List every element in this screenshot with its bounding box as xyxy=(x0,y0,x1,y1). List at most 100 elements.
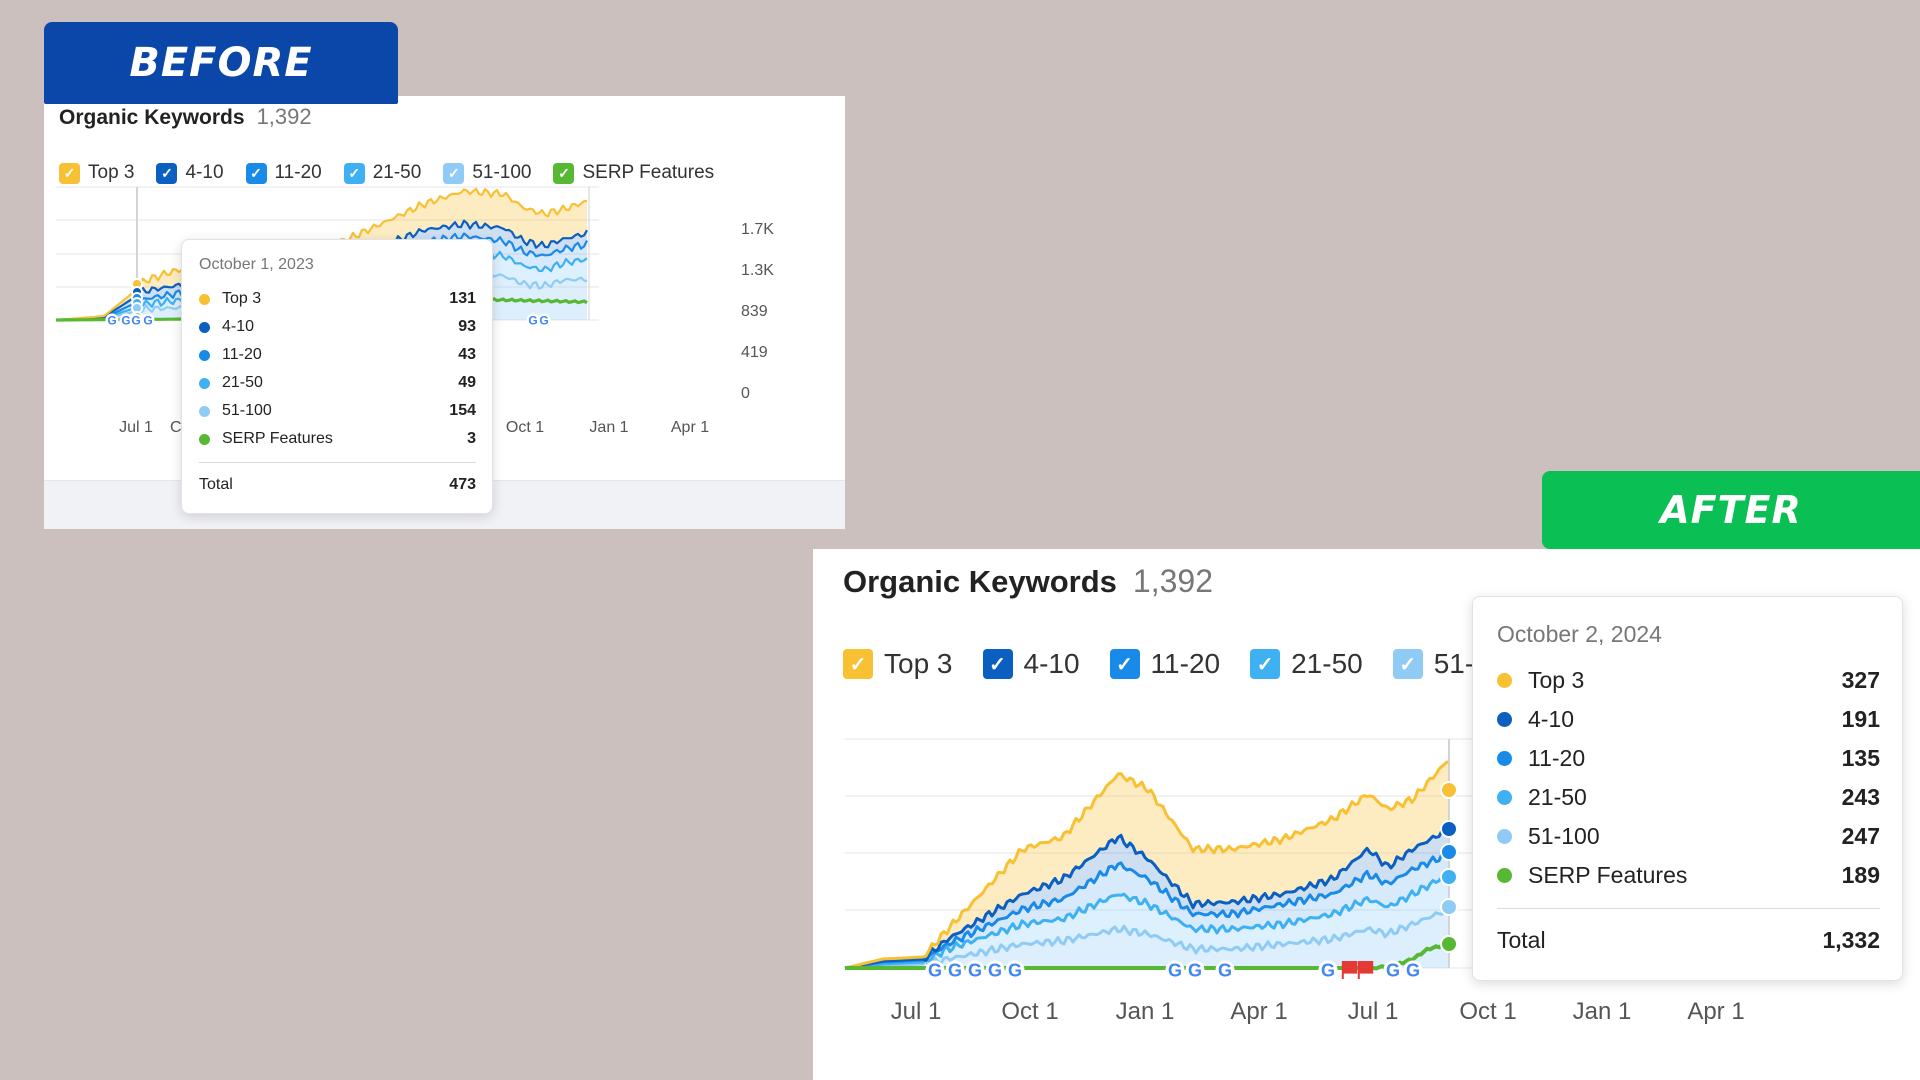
pos-11-20-line xyxy=(844,852,1450,970)
panel-title: Organic Keywords 1,392 xyxy=(59,104,312,130)
google-g-icon[interactable]: G xyxy=(925,960,945,980)
top3-area xyxy=(845,761,1448,968)
tooltip-label: 4-10 xyxy=(1528,706,1575,732)
legend-top3[interactable]: ✓ Top 3 xyxy=(843,648,953,680)
x-tick: Jul 1 xyxy=(1348,998,1399,1025)
red-flag-icon[interactable] xyxy=(1341,961,1358,979)
svg-text:G: G xyxy=(928,960,942,980)
dot-icon xyxy=(199,405,210,417)
x-tick: Oct 1 xyxy=(1459,998,1516,1025)
tooltip-label: SERP Features xyxy=(222,430,333,447)
legend-4-10[interactable]: ✓ 4-10 xyxy=(156,162,224,184)
tooltip-total-label: Total xyxy=(1497,927,1546,953)
svg-text:G: G xyxy=(968,960,982,980)
dot-icon xyxy=(1497,790,1512,805)
tooltip-value: 3 xyxy=(467,430,476,447)
legend: ✓ Top 3 ✓ 4-10 ✓ 11-20 ✓ 21-50 ✓ 51- xyxy=(843,648,1474,680)
tooltip-label: 51-100 xyxy=(1528,823,1600,849)
tooltip-divider xyxy=(199,462,476,463)
tooltip-total-label: Total xyxy=(199,476,233,493)
dot-icon xyxy=(1497,712,1512,727)
tooltip-date: October 2, 2024 xyxy=(1497,621,1662,647)
before-badge: BEFORE xyxy=(44,22,398,104)
tooltip-row-51-100: 51-100 xyxy=(199,402,272,420)
legend-21-50[interactable]: ✓ 21-50 xyxy=(1250,648,1363,680)
check-icon: ✓ xyxy=(443,162,465,184)
google-g-icon[interactable]: G xyxy=(526,313,540,327)
legend-label: Top 3 xyxy=(884,648,953,679)
dot-icon xyxy=(199,349,210,361)
tooltip-value: 191 xyxy=(1841,706,1880,732)
top3-line xyxy=(844,760,1450,970)
x-tick: Jul 1 xyxy=(119,419,153,436)
x-tick: Jan 1 xyxy=(1116,998,1175,1025)
google-g-icon[interactable]: G xyxy=(1383,960,1403,980)
dot-icon xyxy=(1497,829,1512,844)
google-g-icon[interactable]: G xyxy=(1215,960,1235,980)
legend-label: 51-100 xyxy=(472,162,532,183)
google-g-icon[interactable]: G xyxy=(965,960,985,980)
legend-label: 21-50 xyxy=(372,162,422,183)
svg-text:G: G xyxy=(1386,960,1400,980)
legend-label: Top 3 xyxy=(88,162,135,183)
legend-label: 4-10 xyxy=(1023,648,1080,679)
google-g-icon[interactable]: G xyxy=(141,313,155,327)
y-tick: 0 xyxy=(741,385,750,402)
hover-marker xyxy=(1440,935,1458,953)
legend-label: 21-50 xyxy=(1291,648,1363,679)
legend-11-20[interactable]: ✓ 11-20 xyxy=(245,162,322,184)
y-tick: 419 xyxy=(741,344,768,361)
before-keywords-panel: Organic Keywords 1,392 ✓ Top 3 ✓ 4-10 ✓ … xyxy=(44,96,845,529)
svg-text:G: G xyxy=(988,960,1002,980)
google-g-icon[interactable]: G xyxy=(105,313,119,327)
check-icon: ✓ xyxy=(59,162,80,184)
google-g-icon[interactable]: G xyxy=(1165,960,1185,980)
hover-marker xyxy=(1440,868,1458,886)
legend-11-20[interactable]: ✓ 11-20 xyxy=(1109,648,1221,680)
legend-51-100[interactable]: ✓ 51-100 xyxy=(443,162,531,184)
x-tick: Jan 1 xyxy=(589,419,628,436)
svg-text:G: G xyxy=(528,313,537,327)
legend-51-100[interactable]: ✓ 51- xyxy=(1392,648,1474,680)
google-g-icon[interactable]: G xyxy=(1318,960,1338,980)
pos-21-50-area xyxy=(845,874,1448,968)
svg-text:G: G xyxy=(1008,960,1022,980)
legend-top3[interactable]: ✓ Top 3 xyxy=(59,162,134,184)
google-g-icon[interactable]: G xyxy=(537,313,551,327)
tooltip-label: 4-10 xyxy=(222,318,255,335)
tooltip-label: SERP Features xyxy=(1528,862,1688,888)
check-icon: ✓ xyxy=(156,162,178,184)
tooltip-value: 154 xyxy=(449,402,476,419)
dot-icon xyxy=(199,293,210,305)
legend-21-50[interactable]: ✓ 21-50 xyxy=(343,162,422,184)
google-g-icon[interactable]: G xyxy=(1185,960,1205,980)
google-g-icon[interactable]: G xyxy=(1005,960,1025,980)
tooltip-value: 43 xyxy=(458,346,476,363)
tooltip-row-11-20: 11-20 xyxy=(1497,745,1585,772)
dot-icon xyxy=(1497,868,1512,883)
tooltip-label: 11-20 xyxy=(1528,745,1586,771)
red-flag-icon[interactable] xyxy=(1357,961,1374,979)
tooltip-row-top3: Top 3 xyxy=(1497,667,1584,694)
hover-marker xyxy=(1440,843,1458,861)
panel-title: Organic Keywords 1,392 xyxy=(843,563,1213,600)
legend-label: 11-20 xyxy=(1150,648,1221,679)
google-g-icon[interactable]: G xyxy=(129,313,143,327)
tooltip-value: 327 xyxy=(1841,667,1880,693)
check-icon: ✓ xyxy=(343,162,365,184)
check-icon: ✓ xyxy=(553,162,575,184)
legend-serp-features[interactable]: ✓ SERP Features xyxy=(553,162,714,184)
tooltip-row-4-10: 4-10 xyxy=(1497,706,1574,733)
check-icon: ✓ xyxy=(1109,649,1140,679)
legend-4-10[interactable]: ✓ 4-10 xyxy=(982,648,1080,680)
legend: ✓ Top 3 ✓ 4-10 ✓ 11-20 ✓ 21-50 ✓ 51-100 … xyxy=(59,162,714,184)
svg-text:G: G xyxy=(1188,960,1202,980)
svg-text:G: G xyxy=(1218,960,1232,980)
google-g-icon[interactable]: G xyxy=(945,960,965,980)
check-icon: ✓ xyxy=(1392,649,1423,679)
google-g-icon[interactable]: G xyxy=(1403,960,1423,980)
dot-icon xyxy=(199,377,210,389)
google-g-icon[interactable]: G xyxy=(985,960,1005,980)
tooltip-value: 93 xyxy=(458,318,476,335)
